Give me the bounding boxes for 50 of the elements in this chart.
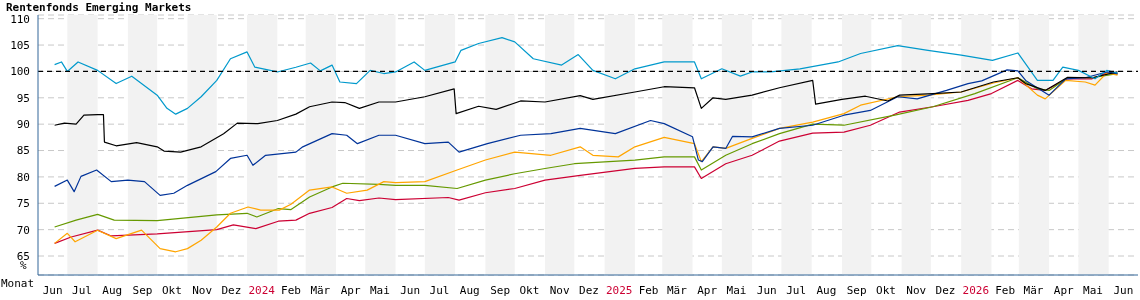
x-tick-label: Sep bbox=[490, 284, 511, 297]
y-tick-label: 70 bbox=[16, 223, 30, 237]
line-series bbox=[54, 69, 1119, 196]
y-tick-label: 110 bbox=[10, 12, 30, 26]
x-tick-label: Jun bbox=[1113, 284, 1134, 297]
x-tick-label: Nov bbox=[549, 284, 570, 297]
x-tick-label: Mai bbox=[369, 284, 390, 297]
y-tick-label: 105 bbox=[10, 38, 30, 52]
x-tick-label: Mai bbox=[726, 284, 747, 297]
x-tick-label: Nov bbox=[906, 284, 927, 297]
x-tick-label: Sep bbox=[132, 284, 153, 297]
x-tick-label: Feb bbox=[281, 284, 301, 297]
x-tick-label: 2025 bbox=[606, 284, 633, 297]
x-tick-label: Aug bbox=[816, 284, 837, 297]
y-tick-label: 80 bbox=[16, 170, 30, 184]
x-tick-label: Okt bbox=[161, 284, 182, 297]
x-tick-label: Jun bbox=[756, 284, 777, 297]
y-tick-label: 85 bbox=[16, 144, 30, 158]
x-tick-label: Jun bbox=[42, 284, 63, 297]
x-tick-label: Apr bbox=[697, 284, 718, 297]
x-tick-label: Aug bbox=[102, 284, 123, 297]
x-tick-label: Jul bbox=[786, 284, 807, 297]
line-series bbox=[54, 37, 1119, 115]
x-tick-label: Mär bbox=[666, 284, 688, 297]
x-tick-label: Aug bbox=[459, 284, 480, 297]
x-tick-label: Okt bbox=[876, 284, 896, 297]
x-tick-label: Dez bbox=[579, 284, 599, 297]
x-tick-label: Jul bbox=[72, 284, 92, 297]
y-tick-label: 90 bbox=[16, 118, 30, 132]
x-tick-label: Mär bbox=[1023, 284, 1044, 297]
x-tick-label: Okt bbox=[519, 284, 540, 297]
x-tick-label: Sep bbox=[846, 284, 867, 297]
x-tick-label: Nov bbox=[192, 284, 213, 297]
y-tick-label: 75 bbox=[16, 197, 30, 211]
x-tick-label: Feb bbox=[995, 284, 1016, 297]
x-tick-label: Apr bbox=[1053, 284, 1075, 297]
x-tick-label: Dez bbox=[221, 284, 242, 297]
y-tick-label: 100 bbox=[10, 65, 30, 79]
x-tick-label: Jun bbox=[400, 284, 421, 297]
y-tick-label: 95 bbox=[16, 91, 30, 105]
x-tick-label: 2026 bbox=[962, 284, 990, 297]
x-tick-label: Dez bbox=[935, 284, 956, 297]
chart-title: Rentenfonds Emerging Markets bbox=[6, 1, 192, 14]
x-tick-label: Mär bbox=[310, 284, 331, 297]
x-tick-label: Jul bbox=[429, 284, 450, 297]
x-tick-label: Mai bbox=[1083, 284, 1103, 297]
x-axis-title: Monat bbox=[1, 277, 35, 290]
x-tick-label: 2024 bbox=[248, 284, 276, 297]
x-tick-label: Apr bbox=[340, 284, 361, 297]
x-tick-label: Feb bbox=[638, 284, 659, 297]
